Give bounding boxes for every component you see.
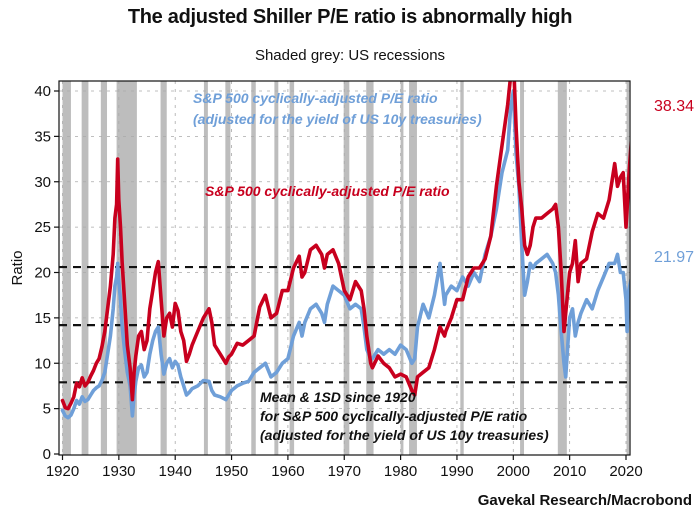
- series-lines: [60, 81, 630, 420]
- chart-title: The adjusted Shiller P/E ratio is abnorm…: [127, 6, 573, 28]
- y-tick-label: 35: [34, 128, 51, 145]
- series-line-cape: [60, 81, 630, 411]
- x-tick-label: 1940: [159, 463, 192, 480]
- recession-band: [460, 81, 464, 455]
- mean-label-line1: Mean & 1SD since 1920: [260, 389, 416, 405]
- x-tick-label: 1980: [384, 463, 417, 480]
- y-tick-label: 20: [34, 265, 51, 282]
- recession-band: [81, 81, 89, 455]
- x-tick-label: 1990: [440, 463, 473, 480]
- red-series-label: S&P 500 cyclically-adjusted P/E ratio: [205, 183, 450, 199]
- red-series-end-value: 38.34: [654, 98, 694, 115]
- x-tick-label: 1930: [102, 463, 135, 480]
- blue-series-label-line1: S&P 500 cyclically-adjusted P/E ratio: [193, 90, 438, 106]
- series-line-adjusted-cape: [60, 89, 630, 420]
- x-tick-label: 1920: [46, 463, 79, 480]
- y-tick-label: 5: [43, 401, 51, 418]
- mean-label-line3: (adjusted for the yield of US 10y treasu…: [260, 427, 549, 443]
- recession-band: [116, 81, 137, 455]
- mean-label-line2: for S&P 500 cyclically-adjusted P/E rati…: [260, 408, 528, 424]
- y-tick-label: 15: [34, 310, 51, 327]
- x-tick-label: 1970: [328, 463, 361, 480]
- axes: 0 5 10 15 20 25 30 35 40 1920 1930 1940 1950 1960 1970…: [34, 83, 642, 480]
- blue-series-end-value: 21.97: [654, 249, 694, 266]
- x-tick-label: 1960: [271, 463, 304, 480]
- chart-subtitle: Shaded grey: US recessions: [254, 47, 446, 64]
- x-tick-label: 2020: [609, 463, 642, 480]
- recession-band: [251, 81, 256, 455]
- y-tick-label: 40: [34, 83, 51, 100]
- reference-lines: [59, 265, 630, 384]
- blue-series-label-line2: (adjusted for the yield of US 10y treasu…: [193, 111, 482, 127]
- y-tick-label: 10: [34, 355, 51, 372]
- x-tick-label: 1950: [215, 463, 248, 480]
- recession-band: [626, 81, 630, 455]
- y-tick-label: 30: [34, 174, 51, 191]
- source-credit: Gavekal Research/Macrobond: [477, 492, 692, 509]
- x-tick-label: 2000: [497, 463, 530, 480]
- y-tick-label: 0: [43, 446, 51, 463]
- x-tick-label: 2010: [553, 463, 586, 480]
- y-axis-title: Ratio: [9, 250, 26, 285]
- y-tick-label: 25: [34, 219, 51, 236]
